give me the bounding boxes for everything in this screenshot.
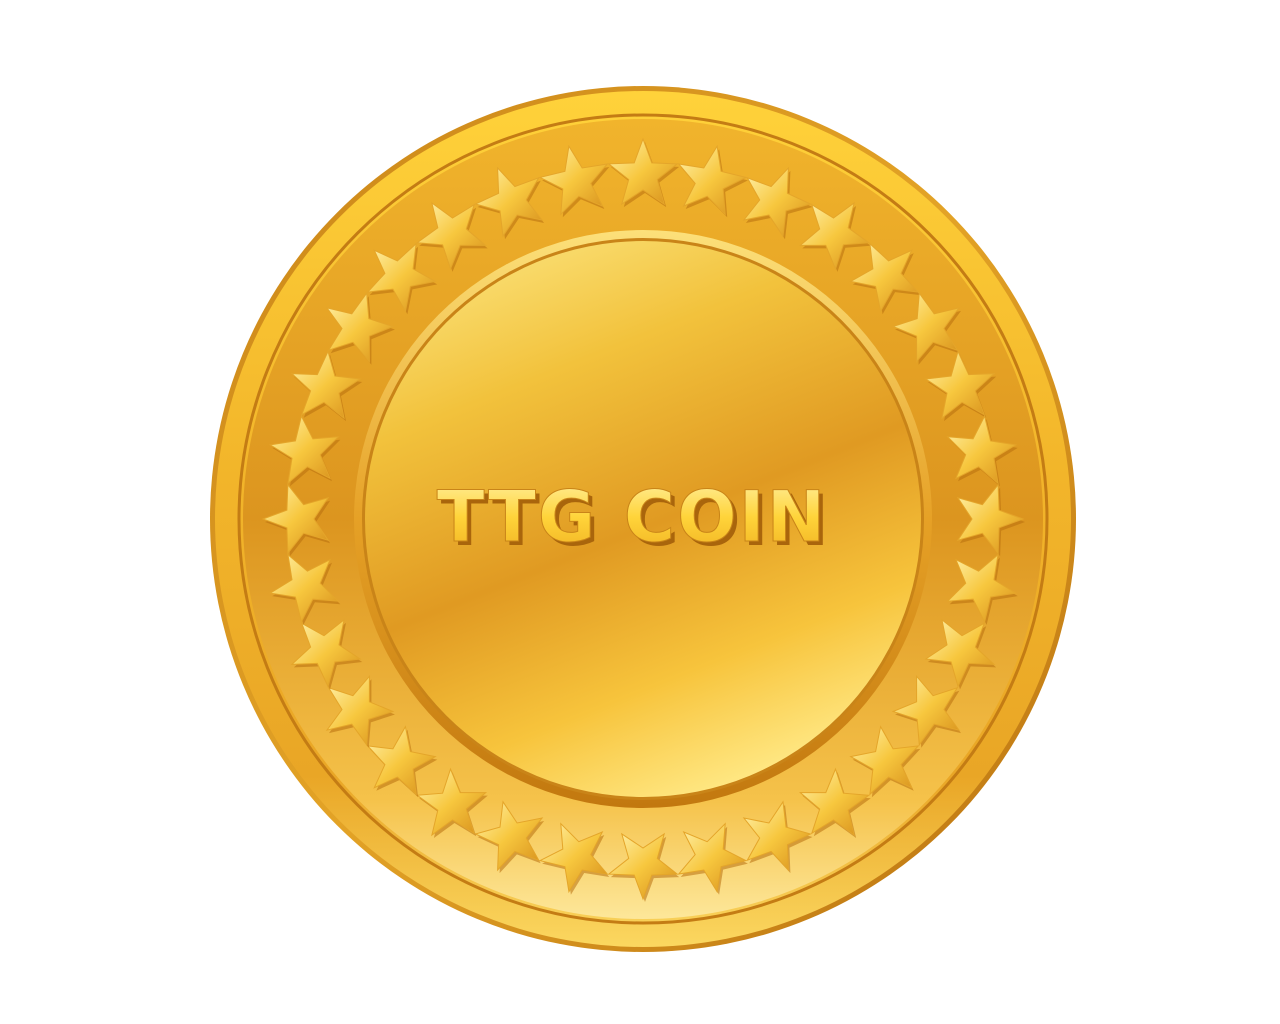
star-icon — [891, 674, 961, 747]
star-icon — [742, 800, 812, 872]
star-icon — [677, 822, 748, 894]
star-icon — [946, 553, 1018, 624]
star-icon — [290, 618, 362, 688]
star-icon — [538, 822, 609, 894]
star-ring — [261, 137, 1025, 902]
star-icon — [366, 725, 437, 796]
star-icon — [798, 767, 871, 837]
star-icon — [849, 725, 920, 796]
coin-face — [365, 241, 921, 797]
star-icon — [849, 242, 920, 313]
star-icon — [366, 242, 437, 313]
star-icon — [290, 350, 362, 420]
star-icon — [607, 137, 679, 206]
star-icon — [946, 414, 1018, 485]
star-icon — [924, 618, 996, 688]
coin-rim-groove — [237, 113, 1049, 925]
coin-label-shadow: TTG COIN — [441, 480, 831, 562]
star-icon — [891, 291, 961, 364]
star-icon — [325, 674, 395, 747]
coin-label: TTG COIN — [437, 476, 827, 558]
star-icon — [538, 144, 609, 216]
star-icon — [261, 483, 330, 555]
star-icon — [268, 414, 340, 485]
star-icon — [677, 144, 748, 216]
star-icon — [474, 800, 544, 872]
star-icon — [607, 832, 679, 901]
star-icon — [474, 166, 544, 238]
star-icon — [798, 201, 871, 271]
star-icon — [325, 291, 395, 364]
star-icon — [924, 350, 996, 420]
star-icon — [956, 483, 1025, 555]
star-icon — [415, 767, 488, 837]
star-icon — [268, 553, 340, 624]
star-icon — [415, 201, 488, 271]
star-icon — [742, 166, 812, 238]
